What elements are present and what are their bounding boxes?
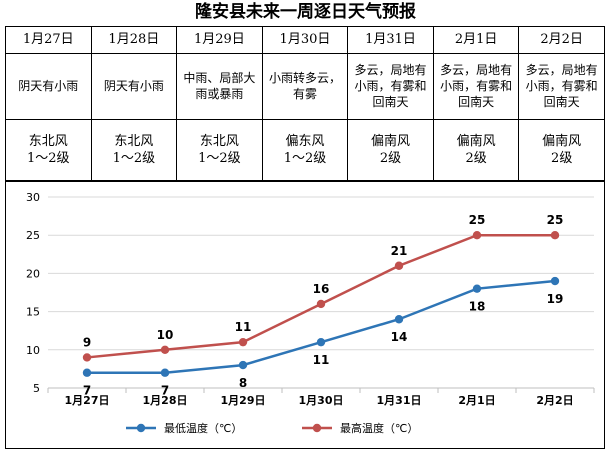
data-point: [472, 284, 482, 293]
wind-direction: 东北风: [28, 133, 68, 149]
temperature-chart-svg: 5 10 15 20 25 30 1月27日 1月28日 1月29日 1月30日 1月31日 2月1日…: [26, 191, 595, 435]
date-row: 1月27日 1月28日 1月29日 1月30日 1月31日 2月1日 2月2日: [5, 25, 605, 55]
data-point: [82, 353, 92, 362]
legend-label: 最高温度（℃）: [340, 421, 418, 435]
wind-level: 1～2级: [283, 150, 327, 166]
date-cell: 1月28日: [90, 25, 178, 55]
data-label: 11: [313, 353, 330, 367]
data-label: 18: [469, 300, 486, 314]
wind-level: 1～2级: [112, 150, 156, 166]
data-label: 25: [547, 213, 564, 227]
data-point: [472, 231, 482, 240]
date-cell: 1月27日: [5, 25, 92, 55]
data-point: [394, 315, 404, 324]
data-label: 10: [157, 328, 174, 342]
x-tick-label: 2月1日: [458, 394, 495, 407]
x-tick-label: 1月30日: [299, 394, 344, 407]
data-point: [394, 261, 404, 270]
weather-cell: 阴天有小雨: [5, 53, 92, 120]
x-tick-label: 1月28日: [143, 394, 188, 407]
wind-cell: 偏东风 1～2级: [261, 118, 349, 182]
y-tick-label: 10: [26, 344, 40, 357]
data-label: 25: [469, 213, 486, 227]
weather-cell: 小雨转多云，有雾: [261, 53, 349, 120]
wind-row: 东北风 1～2级 东北风 1～2级 东北风 1～2级 偏东风 1～2级 偏南风 2级 偏南…: [5, 118, 605, 182]
weather-cell: 多云，局地有小雨，有雾和回南天: [432, 53, 520, 120]
wind-level: 2级: [465, 150, 487, 166]
weather-row: 阴天有小雨 阴天有小雨 中雨、局部大雨或暴雨 小雨转多云，有雾 多云，局地有小雨…: [5, 53, 605, 120]
data-label: 19: [547, 292, 564, 306]
date-cell: 2月2日: [518, 25, 605, 55]
forecast-table: 1月27日 1月28日 1月29日 1月30日 1月31日 2月1日 2月2日 …: [5, 25, 605, 182]
y-tick-label: 20: [26, 267, 40, 280]
data-point: [238, 337, 248, 347]
data-point: [160, 368, 170, 377]
x-tick-label: 2月2日: [536, 394, 573, 407]
x-tick-label: 1月31日: [377, 394, 422, 407]
data-label: 16: [313, 282, 330, 296]
wind-direction: 东北风: [114, 133, 154, 149]
date-cell: 2月1日: [432, 25, 520, 55]
legend-label: 最低温度（℃）: [164, 421, 242, 435]
wind-cell: 偏南风 2级: [518, 118, 605, 182]
wind-cell: 东北风 1～2级: [176, 118, 263, 182]
weather-cell: 阴天有小雨: [90, 53, 178, 120]
wind-cell: 偏南风 2级: [432, 118, 520, 182]
data-label: 7: [83, 384, 91, 398]
y-tick-label: 5: [33, 382, 40, 395]
weather-cell: 多云，局地有小雨，有雾和回南天: [518, 53, 605, 120]
data-label: 7: [161, 384, 169, 398]
wind-level: 1～2级: [27, 150, 70, 166]
weather-cell: 中雨、局部大雨或暴雨: [176, 53, 263, 120]
data-label: 9: [83, 335, 91, 349]
data-label: 8: [239, 376, 247, 390]
wind-direction: 偏东风: [285, 133, 325, 149]
data-label: 11: [235, 320, 252, 334]
wind-cell: 东北风 1～2级: [5, 118, 92, 182]
weather-cell: 多云，局地有小雨，有雾和回南天: [347, 53, 434, 120]
wind-direction: 偏南风: [542, 133, 582, 149]
wind-direction: 偏南风: [456, 133, 496, 149]
wind-direction: 偏南风: [371, 133, 411, 149]
data-label: 21: [391, 244, 408, 258]
x-tick-label: 1月27日: [65, 394, 110, 407]
y-tick-label: 25: [26, 229, 40, 242]
data-point: [550, 276, 560, 286]
date-cell: 1月30日: [261, 25, 349, 55]
wind-cell: 东北风 1～2级: [90, 118, 178, 182]
data-point: [316, 299, 326, 309]
data-point: [82, 368, 92, 377]
wind-level: 1～2级: [198, 150, 241, 166]
y-tick-label: 15: [26, 306, 40, 319]
data-point: [160, 345, 170, 354]
date-cell: 1月31日: [347, 25, 434, 55]
wind-level: 2级: [551, 150, 573, 166]
y-tick-label: 30: [26, 191, 40, 204]
wind-direction: 东北风: [199, 133, 239, 149]
legend-marker: [136, 423, 146, 433]
data-point: [550, 231, 560, 240]
wind-level: 2级: [379, 150, 402, 166]
page-title: 隆安县未来一周逐日天气预报: [195, 2, 416, 22]
temperature-chart: 5 10 15 20 25 30 1月27日 1月28日 1月29日 1月30日 1月31日 2月1日…: [5, 181, 605, 449]
date-cell: 1月29日: [176, 25, 263, 55]
data-point: [316, 337, 326, 347]
data-label: 14: [391, 330, 408, 344]
data-point: [238, 360, 248, 370]
legend-marker: [312, 423, 322, 433]
wind-cell: 偏南风 2级: [347, 118, 434, 182]
x-tick-label: 1月29日: [221, 394, 266, 407]
